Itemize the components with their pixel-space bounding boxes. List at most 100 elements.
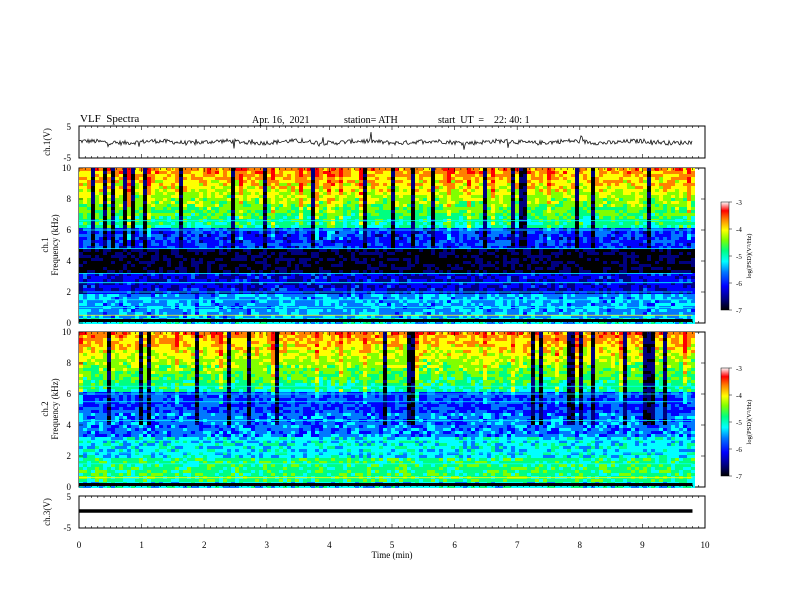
spectrogram-cell [627,225,631,228]
spectrogram-cell [667,171,671,174]
spectrogram-cell [163,192,167,195]
spectrogram-cell [447,225,451,228]
spectrogram-cell [471,180,475,183]
spectrogram-cell [187,198,191,201]
spectrogram-cell [435,186,439,189]
spectrogram-cell [291,198,295,201]
spectrogram-cell [295,174,299,177]
spectrogram-cell [339,258,343,261]
spectrogram-cell [415,213,419,216]
spectrogram-cell [223,225,227,228]
spectrogram-cell [403,225,407,228]
spectrogram-cell [147,168,151,171]
spectrogram-cell [619,168,623,171]
spectrogram-cell [239,264,243,267]
spectrogram-cell [79,189,83,192]
spectrogram-cell [303,204,307,207]
spectrogram-cell [87,237,91,240]
spectrogram-cell [475,189,479,192]
spectrogram-cell [179,186,183,189]
spectrogram-cell [283,255,287,258]
spectrogram-cell [667,216,671,219]
spectrogram-cell [83,189,87,192]
spectrogram-cell [491,177,495,180]
spectrogram-cell [443,213,447,216]
spectrogram-cell [683,195,687,198]
spectrogram-cell [155,252,159,255]
spectrogram-cell [415,177,419,180]
spectrogram-cell [375,255,379,258]
spectrogram-cell [539,216,543,219]
spectrogram-cell [659,201,663,204]
spectrogram-cell [383,258,387,261]
spectrogram-cell [115,177,119,180]
spectrogram-cell [171,210,175,213]
spectrogram-cell [691,252,695,255]
spectrogram-cell [423,207,427,210]
spectrogram-cell [175,216,179,219]
spectrogram-cell [551,195,555,198]
spectrogram-cell [611,198,615,201]
spectrogram-cell [511,207,515,210]
spectrogram-cell [631,258,635,261]
spectrogram-cell [131,240,135,243]
spectrogram-cell [439,249,443,252]
spectrogram-cell [239,258,243,261]
spectrogram-cell [579,258,583,261]
spectrogram-cell [267,180,271,183]
spectrogram-cell [331,207,335,210]
spectrogram-cell [131,186,135,189]
spectrogram-cell [279,240,283,243]
spectrogram-cell [635,183,639,186]
spectrogram-cell [431,189,435,192]
spectrogram-cell [567,249,571,252]
spectrogram-cell [647,261,651,264]
spectrogram-cell [647,168,651,171]
spectrogram-cell [443,225,447,228]
spectrogram-cell [579,192,583,195]
spectrogram-cell [643,261,647,264]
spectrogram-cell [499,201,503,204]
spectrogram-cell [407,225,411,228]
spectrogram-cell [583,252,587,255]
spectrogram-cell [287,171,291,174]
spectrogram-cell [279,204,283,207]
spectrogram-cell [199,237,203,240]
spectrogram-cell [267,186,271,189]
spectrogram-cell [419,255,423,258]
spectrogram-cell [247,252,251,255]
spectrogram-cell [427,258,431,261]
spectrogram-cell [207,228,211,231]
spectrogram-cell [539,246,543,249]
spectrogram-cell [463,225,467,228]
spectrogram-cell [267,240,271,243]
spectrogram-cell [519,246,523,249]
spectrogram-cell [471,225,475,228]
spectrogram-cell [167,183,171,186]
spectrogram-cell [367,189,371,192]
spectrogram-cell [119,192,123,195]
spectrogram-cell [555,222,559,225]
spectrogram-cell [443,195,447,198]
spectrogram-cell [295,210,299,213]
spectrogram-cell [491,252,495,255]
spectrogram-cell [571,213,575,216]
spectrogram-cell [459,249,463,252]
spectrogram-cell [639,246,643,249]
spectrogram-cell [503,174,507,177]
spectrogram-cell [423,198,427,201]
spectrogram-cell [279,261,283,264]
spectrogram-cell [259,264,263,267]
spectrogram-cell [307,210,311,213]
spectrogram-cell [631,225,635,228]
spectrogram-cell [79,261,83,264]
spectrogram-cell [299,228,303,231]
spectrogram-cell [311,177,315,180]
spectrogram-cell [503,258,507,261]
spectrogram-cell [571,216,575,219]
spectrogram-cell [355,180,359,183]
spectrogram-cell [119,195,123,198]
spectrogram-cell [615,195,619,198]
spectrogram-cell [403,189,407,192]
spectrogram-cell [591,204,595,207]
